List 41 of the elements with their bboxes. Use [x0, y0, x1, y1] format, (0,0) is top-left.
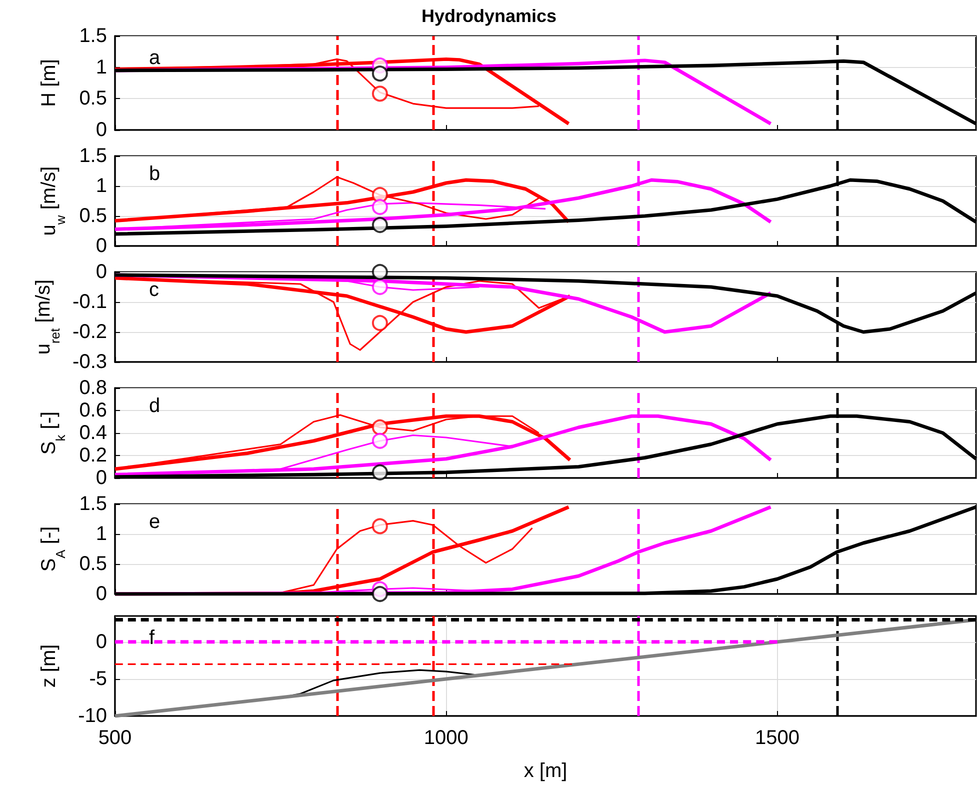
y-tick-label: 1.5: [79, 25, 107, 47]
y-tick-label: 0.5: [79, 205, 107, 227]
y-tick-label: -0.1: [72, 291, 107, 313]
y-tick-label: 1: [96, 523, 107, 545]
y-axis-title: Sk [-]: [38, 411, 68, 455]
x-tick-label: 1500: [755, 727, 800, 749]
annotation: f: [149, 627, 155, 649]
y-axis-title: SA [-]: [38, 526, 68, 572]
y-tick-label: 0.4: [79, 422, 107, 444]
x-axis-title: x [m]: [524, 760, 568, 782]
y-tick-label: 0.5: [79, 88, 107, 110]
annotation: e: [149, 511, 160, 533]
annotation: c: [149, 279, 159, 301]
y-axis-title: uw [m/s]: [38, 166, 68, 236]
y-tick-label: 1.5: [79, 493, 107, 515]
y-axis-title: z [m]: [38, 644, 60, 688]
y-tick-label: 0.8: [79, 377, 107, 399]
y-tick-label: 0: [96, 630, 107, 653]
y-tick-label: 1.5: [79, 145, 107, 167]
x-tick-label: 1000: [424, 727, 468, 749]
y-tick-label: -10: [78, 705, 107, 727]
y-tick-label: 0: [96, 235, 107, 257]
y-tick-label: -5: [89, 668, 107, 690]
y-tick-label: 1: [96, 56, 107, 78]
y-tick-label: 0.6: [79, 400, 107, 422]
y-tick-label: 0: [96, 583, 107, 605]
annotation: a: [149, 47, 161, 69]
annotation: d: [149, 395, 160, 417]
y-tick-label: -0.2: [72, 321, 107, 343]
y-tick-label: 0: [96, 119, 107, 141]
x-tick-label: 500: [98, 727, 132, 749]
y-tick-label: 0: [96, 261, 107, 283]
y-axis-title: uret [m/s]: [32, 279, 63, 355]
y-axis-title: H [m]: [38, 59, 60, 107]
y-tick-label: 1: [96, 175, 107, 197]
chart-title: Hydrodynamics: [421, 6, 557, 26]
y-tick-label: -0.3: [72, 351, 107, 373]
annotation: b: [149, 163, 160, 185]
y-tick-label: 0.2: [79, 444, 107, 466]
y-tick-label: 0: [96, 467, 107, 489]
y-tick-label: 0.5: [79, 553, 107, 575]
